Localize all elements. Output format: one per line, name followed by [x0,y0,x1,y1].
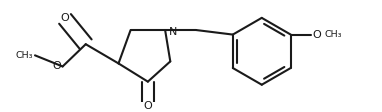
Text: CH₃: CH₃ [16,51,33,60]
Text: O: O [144,101,152,111]
Text: O: O [52,61,61,71]
Text: O: O [61,13,70,23]
Text: CH₃: CH₃ [324,30,342,39]
Text: N: N [169,27,177,37]
Text: O: O [312,30,321,40]
